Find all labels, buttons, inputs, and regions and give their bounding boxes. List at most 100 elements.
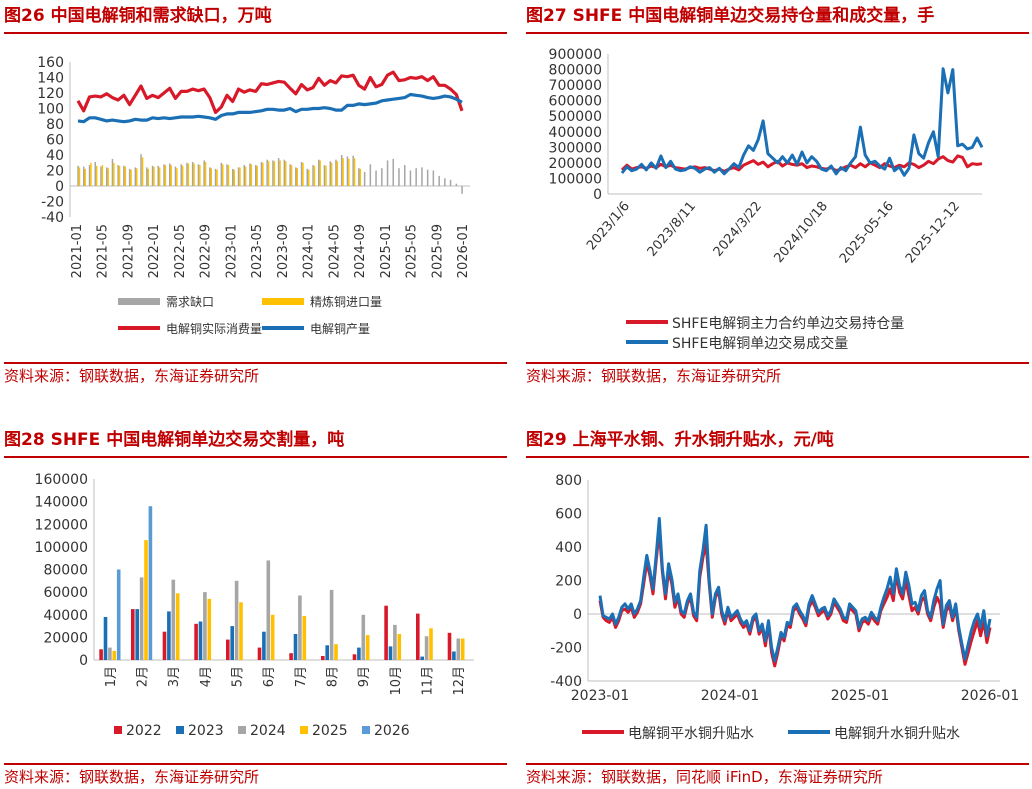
x-tick-label: 2026-01 (961, 688, 1020, 704)
legend-label-2023: 2023 (188, 723, 224, 739)
import-bar (78, 167, 81, 186)
import-bar (158, 167, 161, 186)
bar-2022 (352, 654, 357, 660)
x-tick-label: 2023/8/11 (645, 199, 699, 260)
production-line (77, 92, 463, 124)
x-tick-label: 2024-01 (701, 688, 760, 704)
title-rule (526, 32, 1029, 34)
y-tick-label: 100000 (35, 540, 88, 556)
gap-bar (318, 159, 320, 186)
source-rule (4, 763, 507, 765)
gap-bar (277, 158, 280, 186)
gap-bar (358, 168, 360, 186)
gap-bar (220, 162, 223, 187)
gap-bar (186, 162, 188, 187)
gap-bar (369, 164, 372, 186)
legend-label-gap: 需求缺口 (166, 294, 214, 309)
x-tick-label: 2021-05 (96, 224, 111, 278)
bar-2022 (447, 632, 452, 660)
y-tick-label: 120 (37, 86, 64, 102)
import-bar (84, 168, 86, 186)
legend-swatch-2025 (300, 726, 308, 734)
import-bar (95, 165, 98, 186)
gap-bar (340, 155, 343, 186)
y-tick-label: 600 (555, 507, 582, 523)
bar-2024 (393, 624, 397, 660)
x-tick-label: 2023-05 (250, 224, 265, 278)
bar-2023 (388, 646, 393, 660)
bar-2024 (139, 577, 144, 660)
x-tick-label: 2025-01 (379, 224, 394, 278)
import-bar (348, 158, 350, 186)
import-bar (256, 165, 258, 186)
x-tick-label: 2024-05 (327, 224, 342, 278)
gap-bar (88, 165, 91, 186)
legend-label-2022: 2022 (126, 723, 162, 739)
y-tick-label: 0 (573, 607, 582, 623)
legend-label-volume: SHFE电解铜单边交易成交量 (672, 335, 848, 352)
bar-2023 (198, 621, 203, 660)
bar-2024 (171, 579, 176, 660)
bar-2026 (148, 506, 153, 660)
figure-title: 图28 SHFE 中国电解铜单边交易交割量，吨 (4, 430, 345, 450)
import-bar (296, 168, 298, 186)
x-tick-label: 2024-09 (353, 224, 368, 278)
x-tick-label: 1月 (104, 666, 119, 687)
consumption-line (76, 70, 464, 114)
open-interest-line (620, 154, 983, 173)
y-tick-label: 800 (555, 473, 582, 489)
import-bar (302, 162, 304, 187)
gap-bar (106, 167, 108, 186)
y-tick-label: 80 (46, 117, 64, 133)
bar-2025 (334, 644, 338, 660)
import-bar (336, 161, 339, 186)
gap-bar (237, 167, 240, 186)
bar-2024 (203, 592, 207, 660)
import-bar (181, 165, 184, 186)
flat-copper-line (598, 528, 992, 668)
bar-2025 (239, 602, 243, 660)
legend-swatch-2023 (176, 726, 184, 734)
gap-bar (146, 167, 148, 186)
bar-2025 (460, 638, 465, 660)
import-bar (136, 168, 138, 186)
bar-2022 (289, 653, 293, 660)
y-tick-label: -400 (550, 674, 582, 690)
bar-2022 (226, 639, 230, 660)
x-tick-label: 2023-09 (276, 224, 291, 278)
y-tick-label: 600000 (549, 94, 602, 110)
y-tick-label: 60000 (43, 585, 88, 601)
y-tick-label: 500000 (549, 109, 602, 125)
gap-bar (77, 165, 79, 186)
gap-bar (404, 165, 406, 186)
import-bar (216, 169, 218, 186)
y-tick-label: 100 (37, 102, 64, 118)
gap-bar (243, 165, 245, 186)
bar-2026 (116, 569, 121, 660)
gap-bar (335, 159, 337, 186)
legend-swatch-import (262, 298, 304, 305)
gap-bar (151, 165, 154, 186)
legend-swatch-gap (118, 298, 160, 305)
gap-bar (461, 186, 463, 194)
import-bar (124, 166, 127, 186)
import-bar (353, 158, 356, 186)
gap-bar (134, 167, 137, 186)
bar-2023 (293, 634, 298, 660)
panel-fig29: 图29 上海平水铜、升水铜升贴水，元/吨 800 600 400 200 0 -200 -4… (526, 426, 1029, 789)
bar-2022 (194, 623, 198, 660)
gap-bar (174, 166, 177, 186)
legend-label-production: 电解铜产量 (310, 321, 370, 336)
x-tick-label: 2025-05 (405, 224, 420, 278)
x-tick-label: 4月 (199, 666, 214, 687)
import-bar (210, 168, 212, 186)
x-tick-label: 7月 (294, 666, 309, 687)
bar-2025 (302, 615, 307, 660)
import-bar (141, 157, 144, 186)
bar-2023 (452, 651, 456, 660)
legend-label-2025: 2025 (312, 723, 348, 739)
legend-swatch-2024 (238, 726, 246, 734)
gap-bar (300, 162, 303, 186)
import-bar (90, 162, 92, 187)
x-tick-label: 2022-01 (147, 224, 162, 278)
